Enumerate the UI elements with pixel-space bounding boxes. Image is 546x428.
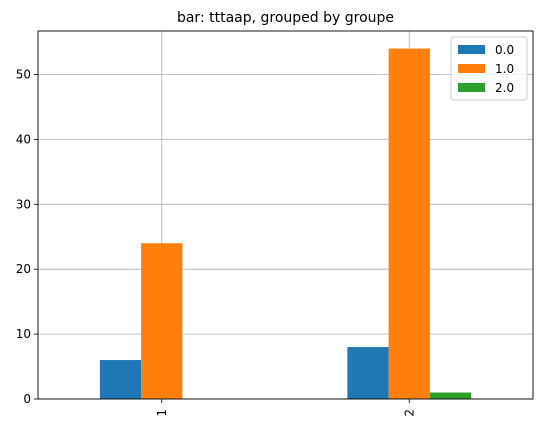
legend-label: 1.0 [495,62,514,76]
y-tick-label: 50 [16,67,31,81]
x-tick-label: 2 [402,409,416,417]
legend: 0.0 1.0 2.0 [450,36,528,101]
y-tick-label: 30 [16,197,31,211]
bar-series-0.0-cat-1 [99,360,142,399]
bar-series-0.0-cat-2 [347,347,389,399]
y-tick-label: 40 [16,132,31,146]
plot-frame [37,30,534,400]
y-axis: 0 10 20 30 40 50 [16,67,38,406]
bar-series-1.0-cat-2 [388,48,430,400]
legend-swatch [458,64,485,73]
legend-label: 2.0 [495,81,514,95]
x-tick-label: 1 [155,409,169,417]
bar-series-2.0-cat-2 [429,392,472,399]
legend-label: 0.0 [495,43,514,57]
y-tick-label: 20 [16,262,31,276]
grid [38,31,533,400]
y-tick-label: 10 [16,327,31,341]
bar-series-1.0-cat-1 [141,243,183,399]
legend-swatch [458,83,485,92]
chart-title: bar: tttaap, grouped by groupe [177,10,394,26]
legend-swatch [458,45,485,54]
y-tick-label: 0 [23,392,31,406]
bars [99,48,472,400]
